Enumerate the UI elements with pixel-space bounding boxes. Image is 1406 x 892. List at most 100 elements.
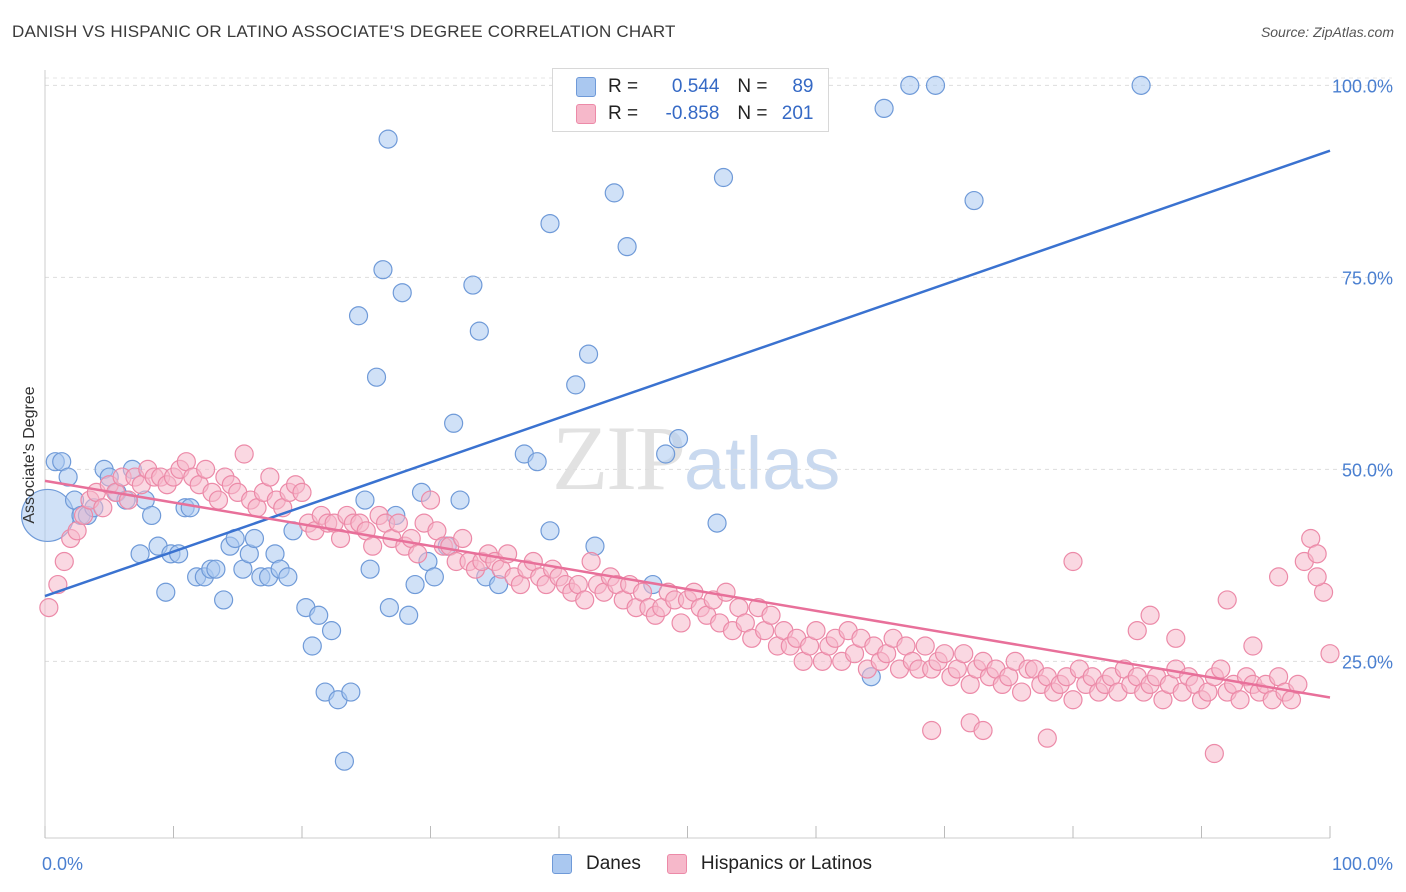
y-tick-label: 75.0% (1342, 268, 1393, 288)
hispanic-point (234, 444, 254, 464)
legend-n-value: 89 (792, 76, 814, 97)
x-tick-label: 100.0% (1332, 854, 1393, 874)
axes (44, 70, 1331, 839)
hispanic-point (1243, 636, 1263, 656)
dane-point (366, 367, 387, 387)
dane-point (302, 636, 322, 656)
hispanic-point (1230, 690, 1250, 710)
dane-point (656, 444, 676, 464)
hispanic-point (954, 644, 974, 664)
hispanic-point (54, 551, 74, 572)
hispanic-point (575, 590, 595, 610)
dane-point (278, 567, 298, 587)
dane-point (527, 452, 547, 472)
dane-point (156, 582, 176, 602)
hispanic-point (716, 582, 736, 602)
dane-point (578, 344, 599, 364)
chart-source: Source: ZipAtlas.com (1260, 24, 1394, 40)
y-tick-label: 100.0% (1332, 76, 1393, 96)
dane-point (244, 528, 265, 549)
dane-point (392, 283, 412, 303)
dane-point (900, 75, 920, 95)
dane-point (341, 682, 361, 702)
hispanic-point (1204, 743, 1224, 764)
hispanic-point (1063, 690, 1083, 710)
hispanic-point (208, 490, 229, 510)
hispanics-trend-line (44, 479, 1331, 699)
hispanic-point (363, 536, 383, 556)
y-tick-label: 50.0% (1342, 460, 1393, 480)
dane-point (540, 521, 560, 541)
dane-point (309, 605, 329, 625)
dane-point (399, 605, 419, 625)
bottom-legend-label-hispanics: Hispanics or Latinos (700, 853, 873, 874)
watermark: ZIPatlas (552, 405, 840, 511)
legend-n-label: N = (737, 76, 768, 97)
danes-trend-line (44, 149, 1331, 598)
dane-point (214, 590, 234, 610)
dane-point (321, 621, 342, 641)
danes-points (20, 75, 1151, 771)
hispanic-point (1320, 644, 1340, 664)
hispanic-point (39, 597, 59, 618)
dane-point (874, 98, 894, 119)
legend-r-value: -0.858 (665, 103, 720, 124)
hispanic-point (761, 605, 781, 625)
dane-point (964, 190, 984, 211)
hispanic-point (1288, 674, 1308, 695)
dane-point (334, 751, 355, 771)
dane-point (360, 559, 380, 579)
dane-point (668, 429, 689, 449)
dane-point (142, 505, 162, 526)
hispanic-point (581, 551, 601, 572)
legend-r-value: 0.544 (671, 76, 720, 97)
bottom-legend-swatch-danes (552, 854, 572, 874)
dane-point (180, 498, 200, 518)
bottom-legend-hispanics: Hispanics or Latinos (666, 853, 873, 875)
dane-point (378, 129, 398, 149)
hispanic-point (292, 482, 312, 502)
dane-point (1131, 75, 1151, 95)
watermark-atlas: atlas (684, 422, 841, 505)
hispanic-point (934, 644, 955, 664)
legend-row-danes: R = 0.544 N = 89 (553, 74, 814, 100)
dane-point (424, 567, 444, 587)
dane-point (604, 183, 624, 203)
dane-point (540, 214, 560, 234)
y-tick-label: 25.0% (1342, 652, 1393, 672)
hispanic-point (915, 636, 935, 656)
hispanic-point (922, 720, 942, 741)
hispanic-point (1217, 590, 1237, 610)
dane-point (463, 275, 483, 295)
hispanic-point (973, 720, 993, 741)
hispanic-point (1011, 682, 1032, 702)
hispanics-points (39, 444, 1340, 764)
hispanic-point (671, 613, 691, 633)
legend-n-value: 201 (781, 103, 814, 124)
bottom-legend-danes: Danes (552, 853, 641, 875)
hispanic-point (1268, 567, 1289, 587)
dane-point (206, 559, 226, 579)
legend-swatch-danes (576, 77, 596, 97)
x-tick-label: 0.0% (42, 854, 83, 874)
dane-point (450, 490, 470, 510)
legend-row-hispanics: R = -0.858 N = 201 (553, 101, 814, 127)
hispanic-point (260, 467, 280, 487)
dane-point (379, 597, 399, 618)
bottom-legend-label-danes: Danes (586, 853, 641, 874)
hispanic-point (806, 621, 826, 641)
dane-point (405, 574, 425, 595)
dane-point (566, 375, 586, 395)
bottom-legend-swatch-hispanics (666, 854, 687, 874)
dane-point (444, 413, 464, 433)
hispanic-point (1063, 551, 1083, 572)
legend-r-label: R = (608, 76, 639, 97)
legend-swatch-hispanics (576, 104, 596, 124)
hispanic-point (1307, 544, 1327, 564)
bottom-legend: Danes Hispanics or Latinos (552, 852, 898, 876)
y-axis-title: Associate's Degree (21, 386, 38, 523)
hispanic-point (93, 498, 113, 518)
hispanic-point (196, 459, 216, 479)
dane-point (348, 306, 369, 326)
